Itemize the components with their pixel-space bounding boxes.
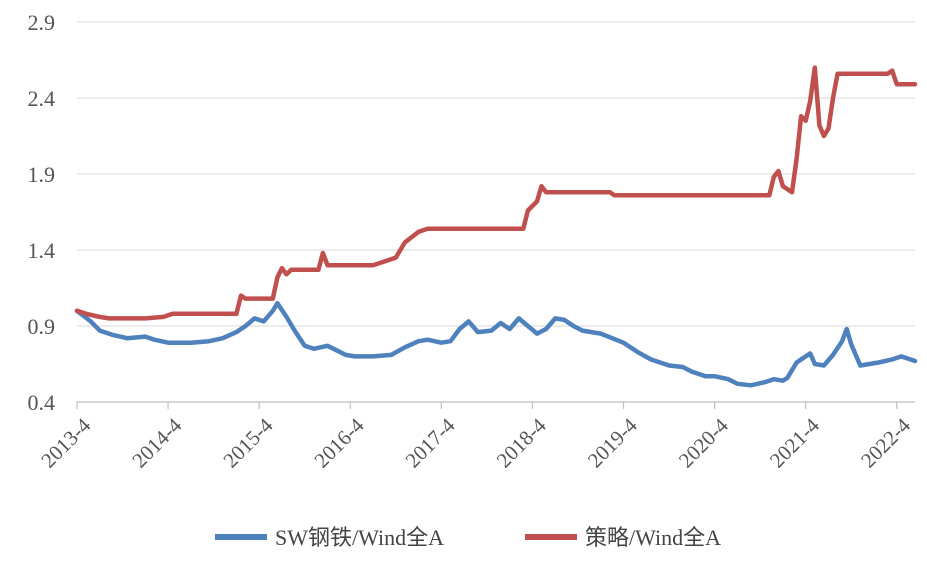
y-axis: 0.4 0.9 1.4 1.9 2.4 2.9: [28, 10, 56, 415]
y-tick-label: 0.4: [28, 390, 56, 415]
legend-label-2: 策略/Wind全A: [585, 525, 721, 550]
x-axis: 2013-4 2014-4 2015-4 2016-4 2017-4 2018-4 2019…: [36, 401, 915, 472]
y-tick-label: 2.4: [28, 86, 56, 111]
x-tick-label: 2019-4: [583, 413, 642, 472]
y-tick-label: 0.9: [28, 314, 56, 339]
x-tick-label: 2017-4: [401, 413, 460, 472]
y-tick-label: 1.9: [28, 162, 56, 187]
x-tick-label: 2016-4: [310, 413, 369, 472]
x-tick-label: 2020-4: [674, 413, 733, 472]
series-lines: [74, 65, 918, 388]
legend: SW钢铁/Wind全A 策略/Wind全A: [215, 525, 721, 550]
y-tick-label: 1.4: [28, 238, 56, 263]
x-tick-label: 2015-4: [218, 413, 277, 472]
x-tick-label: 2021-4: [765, 413, 824, 472]
x-tick-label: 2022-4: [856, 413, 915, 472]
y-tick-label: 2.9: [28, 10, 56, 35]
x-tick-label: 2018-4: [492, 413, 551, 472]
x-tick-label: 2014-4: [127, 413, 186, 472]
x-tick-label: 2013-4: [36, 413, 95, 472]
series-line-2: [74, 65, 918, 321]
legend-label-1: SW钢铁/Wind全A: [275, 525, 444, 550]
series-line-1: [74, 300, 918, 388]
gridlines: [77, 21, 915, 327]
